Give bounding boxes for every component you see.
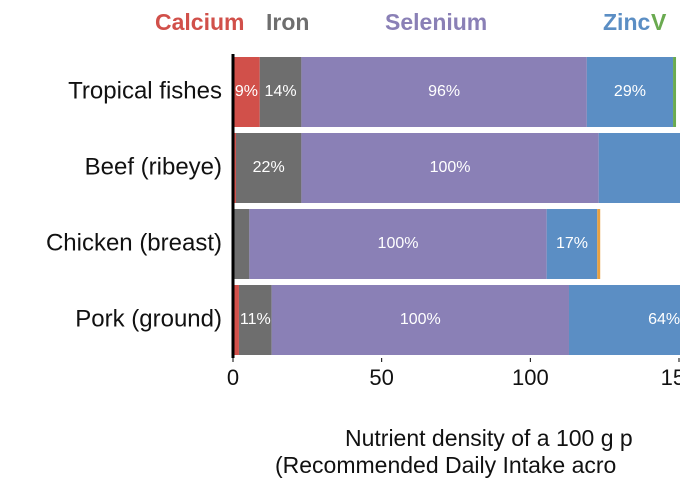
bar-segment (301, 57, 587, 127)
x-axis-title: (Recommended Daily Intake acro (275, 452, 616, 478)
value-label: 11% (240, 311, 271, 328)
bar-segment (249, 209, 547, 279)
bar-segment (301, 133, 599, 203)
bar-segment (271, 285, 569, 355)
x-tick-label: 50 (369, 365, 393, 390)
legend-entry: Iron (266, 9, 309, 35)
legend-entry: Zinc (603, 9, 650, 35)
category-label: Beef (ribeye) (85, 153, 222, 180)
value-label: 29% (614, 83, 646, 100)
bar-segment (233, 285, 239, 355)
bar-segment (233, 57, 260, 127)
value-label: 100% (400, 311, 441, 328)
x-axis-title: Nutrient density of a 100 g p (345, 425, 633, 451)
bar-segment (597, 209, 601, 279)
bar-segment (598, 133, 680, 203)
x-tick-label: 0 (227, 365, 239, 390)
value-label: 17% (556, 235, 588, 252)
value-label: 22% (253, 159, 285, 176)
bar-segment (546, 209, 598, 279)
value-label: 14% (265, 83, 297, 100)
value-label: 96% (428, 83, 460, 100)
x-tick-label: 100 (512, 365, 549, 390)
bar-segment (673, 57, 677, 127)
bar-segment (238, 285, 272, 355)
value-label: 9% (235, 83, 258, 100)
bar-segment (259, 57, 302, 127)
category-label: Chicken (breast) (46, 229, 222, 256)
category-label: Tropical fishes (68, 77, 222, 104)
bar-segment (235, 133, 302, 203)
bar-segment (568, 285, 680, 355)
value-label: 64% (648, 311, 680, 328)
legend-entry: Selenium (385, 9, 487, 35)
legend-entry: Calcium (155, 9, 244, 35)
value-label: 100% (430, 159, 471, 176)
bar-segment (234, 209, 250, 279)
x-tick-label: 150 (661, 365, 680, 390)
bar-segment (586, 57, 674, 127)
value-label: 100% (378, 235, 419, 252)
legend-entry: V (651, 9, 667, 35)
category-label: Pork (ground) (75, 305, 222, 332)
